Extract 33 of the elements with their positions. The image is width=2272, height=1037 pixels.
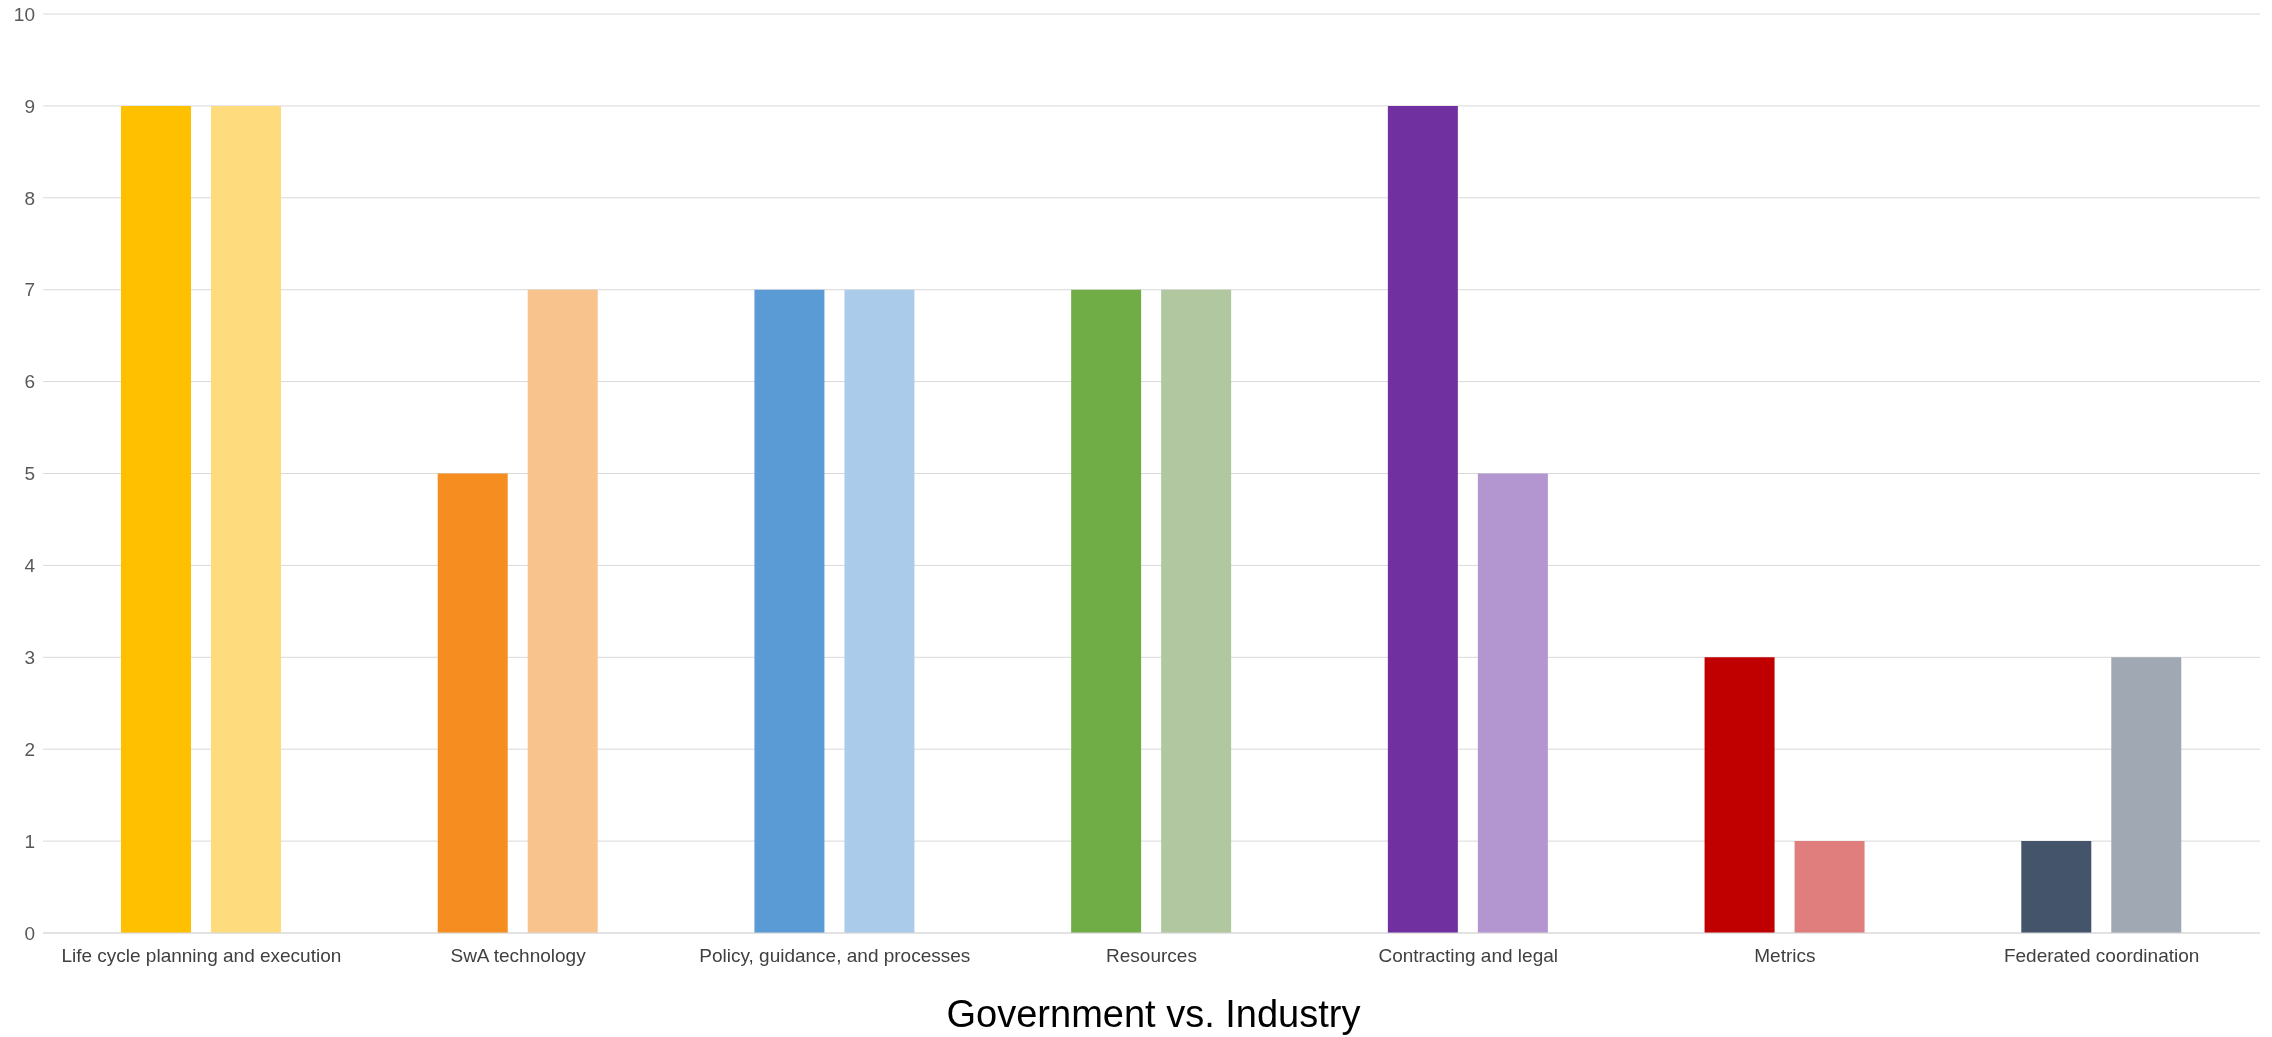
x-tick-label: Contracting and legal	[1378, 945, 1558, 967]
y-tick-label: 6	[24, 371, 35, 393]
x-tick-label: Federated coordination	[2003, 945, 2200, 967]
bar	[1161, 289, 1232, 933]
y-tick-label: 3	[24, 647, 35, 669]
y-tick-label: 7	[24, 279, 35, 301]
bar	[1704, 657, 1775, 933]
x-axis-title: Government vs. Industry	[945, 993, 1362, 1035]
y-tick-label: 5	[24, 463, 35, 485]
y-tick-label: 9	[24, 95, 35, 117]
bar	[121, 105, 191, 933]
y-tick-label: 1	[24, 830, 35, 852]
y-tick-label: 10	[13, 3, 35, 25]
y-tick-label: 0	[24, 922, 35, 944]
bar	[1387, 105, 1458, 933]
bar	[1071, 289, 1142, 933]
bar	[754, 289, 825, 933]
y-tick-label: 8	[24, 187, 35, 209]
bar	[437, 473, 508, 933]
y-tick-label: 2	[24, 738, 35, 760]
bar	[2021, 841, 2092, 933]
bar	[527, 289, 598, 933]
bar	[1794, 841, 1865, 933]
y-tick-label: 4	[24, 555, 36, 577]
bar	[2111, 657, 2182, 933]
bar	[211, 105, 281, 933]
bar	[1477, 473, 1548, 933]
x-tick-label: Life cycle planning and execution	[61, 945, 342, 967]
bar	[844, 289, 915, 933]
x-tick-label: Resources	[1106, 945, 1197, 967]
x-tick-label: Metrics	[1754, 945, 1816, 967]
x-tick-label: SwA technology	[450, 945, 587, 967]
x-tick-label: Policy, guidance, and processes	[699, 945, 971, 967]
